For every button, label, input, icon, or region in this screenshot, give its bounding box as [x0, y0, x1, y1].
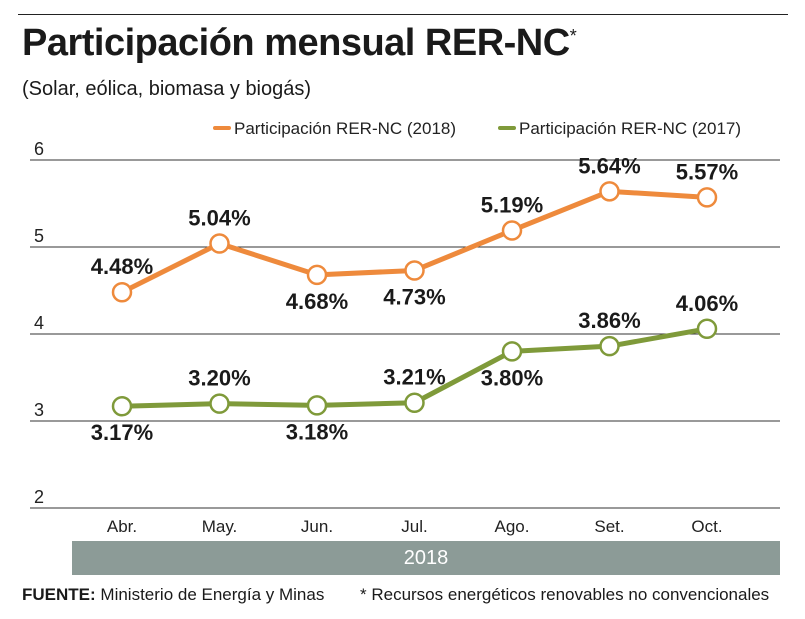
series-0-point-0 [111, 281, 133, 303]
chart-title-text: Participación mensual RER-NC [22, 22, 570, 64]
series-0-label-4: 5.19% [481, 192, 543, 217]
y-tick-label-6: 6 [34, 139, 44, 159]
series-1-point-2 [306, 395, 328, 416]
year-band: 2018 [72, 541, 780, 575]
footnote: * Recursos energéticos renovables no con… [360, 585, 770, 604]
series-1-point-3 [404, 392, 425, 413]
series-1-point-4 [501, 341, 523, 362]
x-tick-label-0: Abr. [107, 517, 137, 536]
series-1-label-4: 3.80% [481, 365, 543, 390]
line-chart: 2 3 4 5 6 Abr. May. Jun. Jul. Ago. Set. Oct. Partici… [30, 119, 780, 536]
series-1-label-2: 3.18% [286, 419, 348, 444]
x-tick-label-6: Oct. [691, 517, 722, 536]
top-rule [18, 14, 788, 15]
title-asterisk: * [569, 26, 577, 46]
chart-subtitle: (Solar, eólica, biomasa y biogás) [22, 78, 312, 100]
series-0-point-5 [599, 181, 620, 202]
x-tick-label-1: May. [202, 517, 238, 536]
series-1-point-6 [696, 318, 718, 340]
series-1-point-0 [111, 395, 133, 417]
series-0-label-5: 5.64% [578, 153, 640, 178]
series-1-label-5: 3.86% [578, 308, 640, 333]
series-0-label-3: 4.73% [383, 284, 445, 309]
legend-label-0: Participación RER-NC (2018) [234, 119, 456, 138]
y-tick-label-4: 4 [34, 313, 44, 333]
source-text: Ministerio de Energía y Minas [100, 585, 325, 604]
source-note: FUENTE: Ministerio de Energía y Minas [22, 585, 324, 605]
series-1-label-1: 3.20% [188, 366, 250, 391]
series-0-point-3 [404, 260, 425, 281]
series-0-point-4 [501, 220, 523, 241]
series-0-label-2: 4.68% [286, 289, 348, 314]
y-tick-label-2: 2 [34, 487, 44, 507]
series-0-label-1: 5.04% [188, 206, 250, 231]
year-band-label: 2018 [403, 546, 449, 569]
series-0-point-2 [306, 264, 328, 286]
x-tick-label-3: Jul. [401, 517, 427, 536]
y-tick-label-3: 3 [34, 400, 44, 420]
series-0-point-1 [209, 233, 230, 254]
series-1-label-0: 3.17% [91, 420, 153, 445]
y-tick-label-5: 5 [34, 226, 44, 246]
series-1-label-3: 3.21% [383, 365, 445, 390]
series-0-label-0: 4.48% [91, 254, 153, 279]
series-1-point-1 [209, 393, 230, 414]
series-0-point-6 [696, 187, 718, 208]
chart-title: Participación mensual RER-NC* [22, 22, 577, 65]
x-tick-label-5: Set. [594, 517, 624, 536]
legend-label-1: Participación RER-NC (2017) [519, 119, 741, 138]
series-1-label-6: 4.06% [676, 291, 738, 316]
source-label: FUENTE: [22, 585, 96, 604]
series-1-point-5 [599, 335, 620, 357]
series-0-label-6: 5.57% [676, 159, 738, 184]
x-tick-label-4: Ago. [495, 517, 530, 536]
x-tick-label-2: Jun. [301, 517, 333, 536]
